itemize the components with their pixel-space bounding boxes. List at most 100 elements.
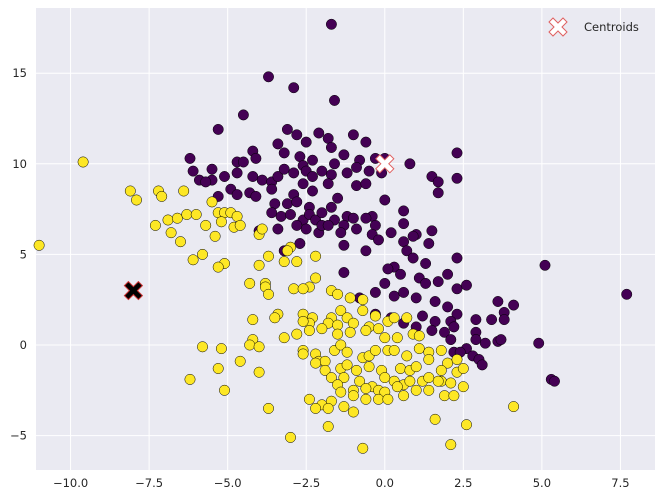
y-tick-label: 10 [12,157,27,171]
cluster-0-point [294,238,306,249]
cluster-1-point [413,330,425,342]
cluster-1-point [338,401,350,413]
x-tick-label: 5.0 [533,476,551,490]
cluster-1-point [347,317,359,329]
cluster-0-point [288,167,300,179]
cluster-1-point [310,250,322,262]
cluster-0-point [325,142,337,153]
cluster-0-point [470,314,482,326]
cluster-1-point [244,277,256,289]
cluster-1-point [310,357,322,369]
cluster-1-point [206,196,218,208]
cluster-1-point [413,343,425,355]
cluster-1-point [388,344,400,356]
cluster-1-point [234,355,246,367]
cluster-0-point [325,18,337,30]
cluster-0-point [288,82,300,94]
cluster-0-point [385,227,397,239]
cluster-0-point [451,172,463,184]
plot-area [36,8,655,470]
cluster-0-point [272,223,284,235]
cluster-0-point [621,288,633,300]
y-tick-label: 0 [20,338,27,352]
cluster-1-point [445,377,457,389]
cluster-0-point [451,308,463,320]
cluster-1-point [432,375,444,387]
cluster-1-point [335,339,347,351]
cluster-1-point [369,344,381,356]
cluster-1-point [344,292,356,304]
cluster-1-point [351,364,362,376]
cluster-0-point [539,259,551,271]
cluster-1-point [197,248,208,260]
cluster-0-point [300,223,312,235]
cluster-0-point [388,290,400,302]
cluster-1-point [165,227,177,239]
cluster-1-point [197,341,208,353]
cluster-0-point [237,109,249,121]
cluster-0-point [219,171,230,182]
x-tick-label: −5.0 [214,476,242,490]
y-tick-label: 5 [20,247,27,261]
cluster-1-point [410,384,422,396]
cluster-1-point [388,312,400,324]
cluster-0-point [495,334,507,346]
cluster-1-point [379,372,391,384]
cluster-0-point [360,212,372,224]
cluster-0-point [231,167,243,179]
cluster-0-point [335,227,347,239]
cluster-1-point [234,219,246,231]
cluster-0-point [266,207,278,219]
cluster-0-point [379,277,391,289]
cluster-1-point [322,402,334,414]
cluster-0-point [432,276,444,288]
x-tick-label: −7.5 [135,476,163,490]
cluster-1-point [429,413,441,425]
cluster-0-point [508,299,520,311]
cluster-1-point [131,194,142,206]
cluster-0-point [206,163,218,175]
cluster-1-point [404,375,416,387]
cluster-0-point [442,301,454,313]
cluster-1-point [382,393,394,405]
cluster-1-point [435,344,447,356]
cluster-1-point [244,339,256,351]
cluster-0-point [429,296,441,307]
cluster-1-point [190,209,202,220]
cluster-1-point [149,219,161,231]
cluster-0-point [479,337,491,349]
y-tick-label: −5 [10,429,27,443]
cluster-0-point [307,154,318,166]
cluster-1-point [156,190,168,202]
cluster-1-point [278,332,290,344]
cluster-0-point [307,185,318,197]
cluster-0-point [432,187,444,199]
x-tick-label: 2.5 [454,476,472,490]
cluster-1-point [297,315,309,327]
cluster-0-point [184,152,196,164]
cluster-1-point [175,236,186,248]
cluster-1-point [391,381,403,393]
cluster-0-point [451,147,463,159]
cluster-1-point [212,261,224,273]
cluster-0-point [451,283,463,295]
cluster-1-point [215,216,227,228]
cluster-1-point [253,259,265,271]
cluster-1-point [332,288,344,300]
cluster-1-point [360,393,372,405]
cluster-0-point [237,156,249,168]
cluster-1-point [373,323,384,335]
cluster-0-point [360,245,372,257]
cluster-0-point [426,225,438,237]
cluster-1-point [363,361,375,373]
legend-centroid-marker-icon [548,17,568,37]
cluster-0-point [398,286,410,298]
cluster-0-point [250,190,262,202]
cluster-1-point [77,156,89,168]
y-axis-tick-labels: −5 0 5 10 15 [10,66,27,442]
cluster-0-point [395,268,406,280]
cluster-0-point [363,165,375,177]
cluster-0-point [492,296,504,307]
cluster-0-point [369,286,381,298]
cluster-0-point [369,219,381,231]
